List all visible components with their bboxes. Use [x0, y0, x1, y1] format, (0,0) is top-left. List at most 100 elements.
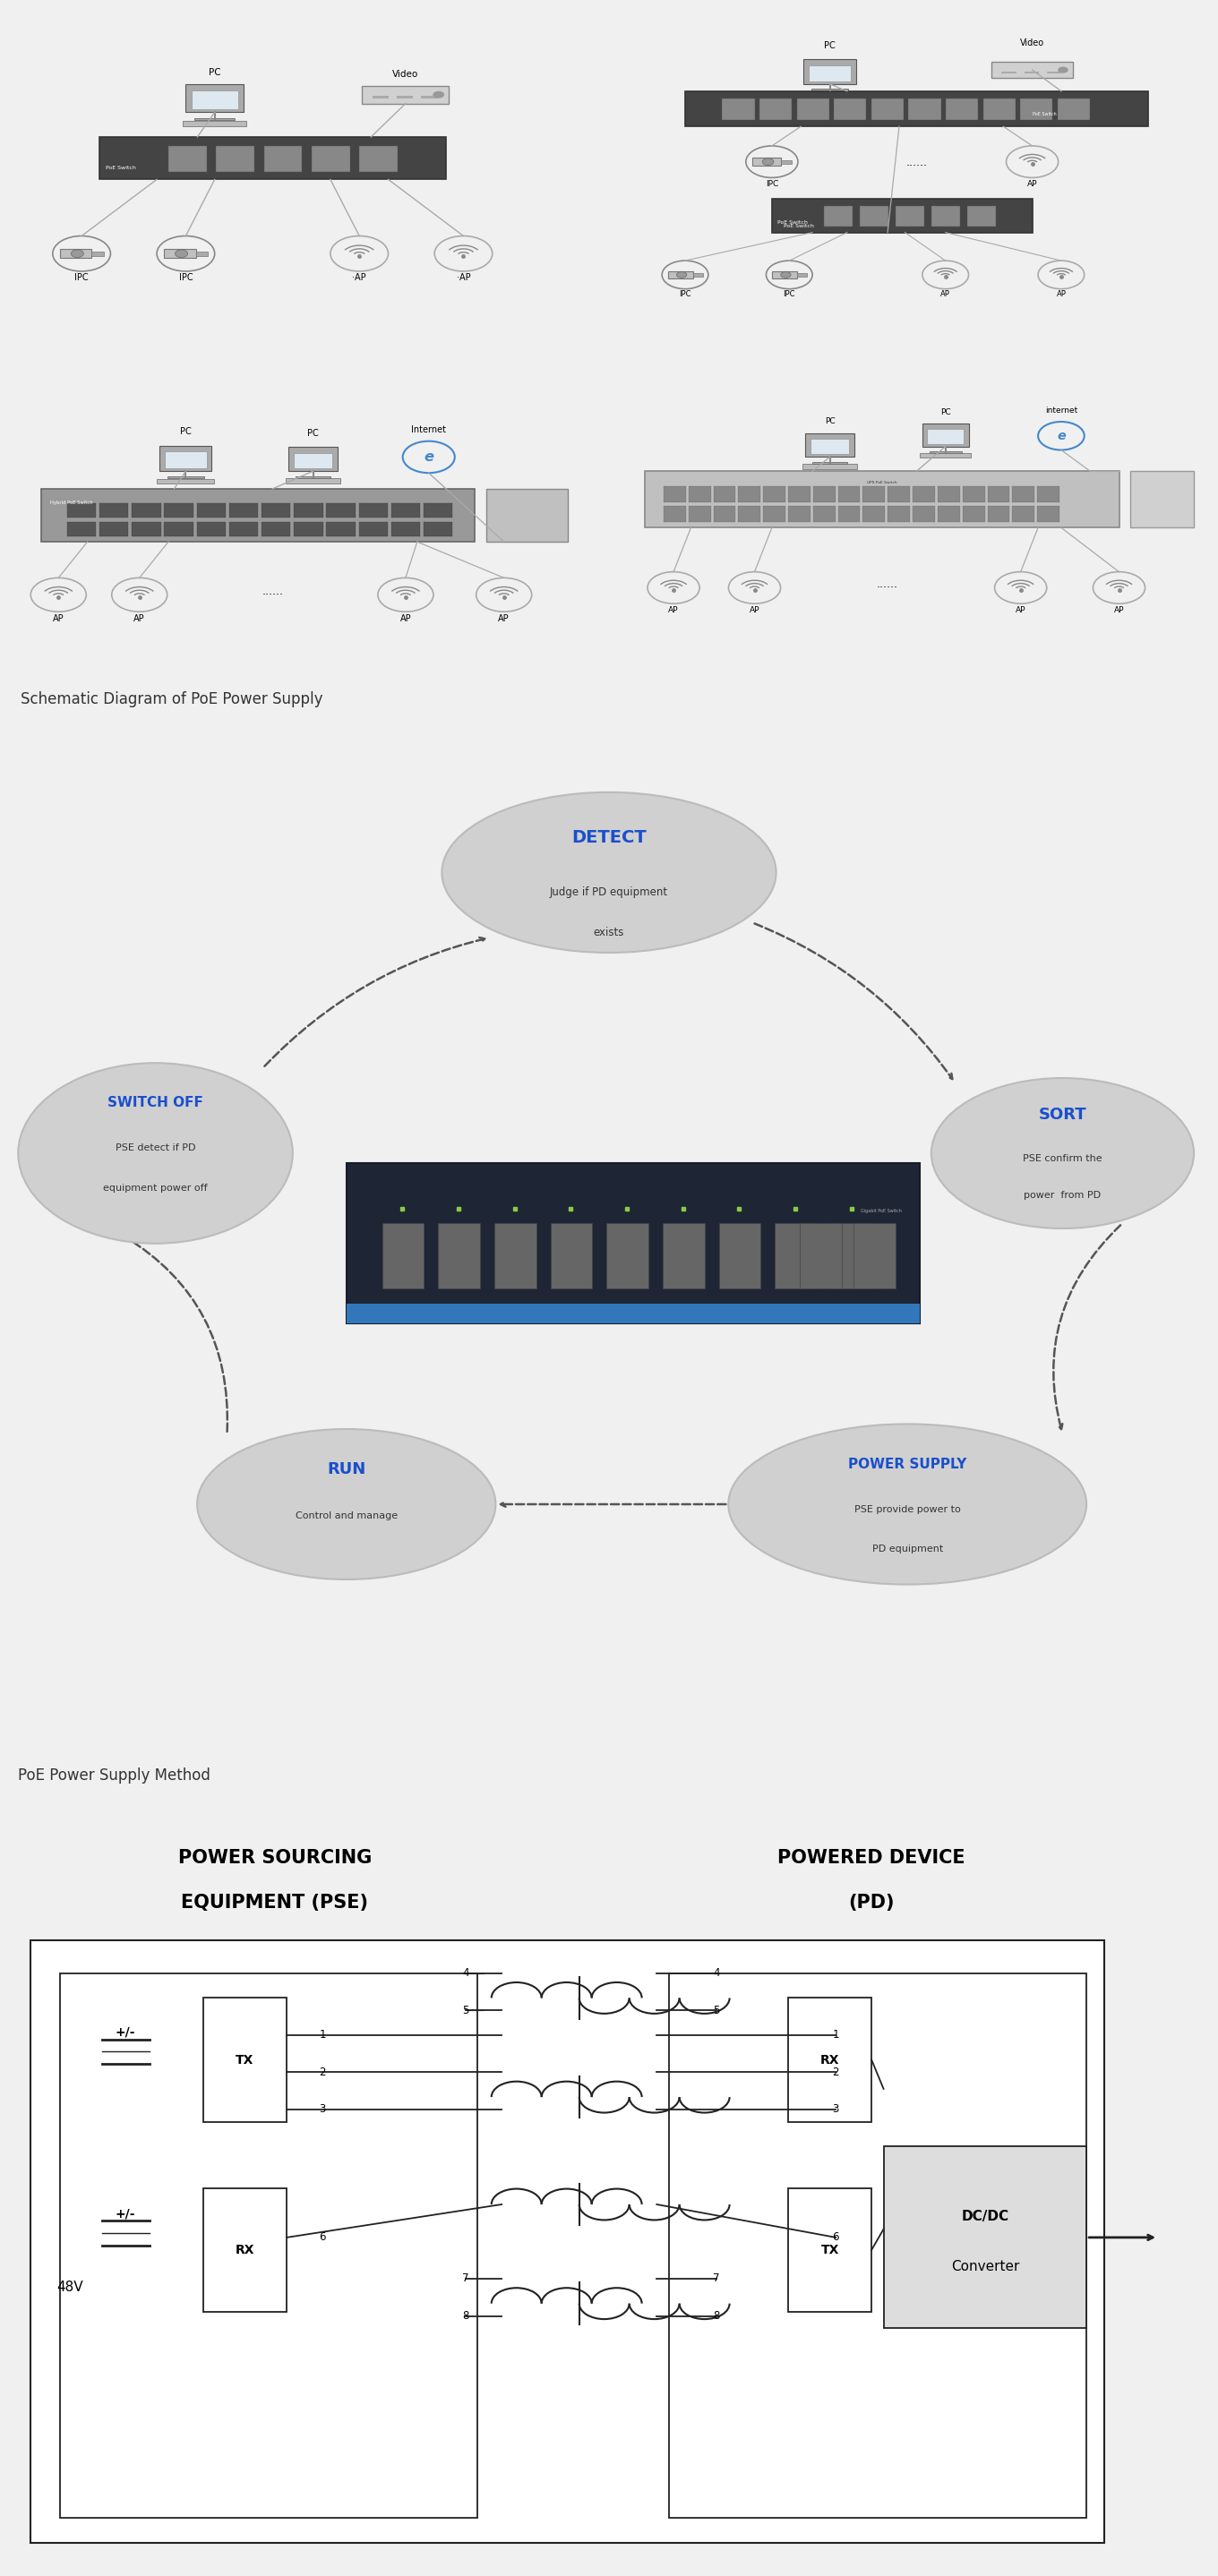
Bar — [831, 1224, 873, 1288]
Text: PoE Switch: PoE Switch — [777, 222, 808, 224]
Bar — [100, 523, 128, 536]
Text: RX: RX — [235, 2244, 255, 2257]
Text: AP: AP — [134, 613, 145, 623]
Bar — [801, 93, 859, 95]
Text: Converter: Converter — [951, 2259, 1019, 2272]
Text: 7: 7 — [713, 2272, 720, 2285]
Circle shape — [762, 157, 773, 165]
Text: 48V: 48V — [56, 2280, 83, 2293]
Bar — [551, 1224, 592, 1288]
Text: Gigabit PoE Switch: Gigabit PoE Switch — [860, 1208, 901, 1213]
Circle shape — [676, 270, 687, 278]
Text: e: e — [1057, 430, 1066, 443]
Bar — [664, 487, 686, 502]
Text: PoE Power Supply Method: PoE Power Supply Method — [18, 1767, 211, 1783]
Bar — [262, 502, 290, 518]
Bar — [932, 206, 960, 227]
Text: IPC: IPC — [74, 273, 89, 281]
Bar — [814, 487, 836, 502]
Circle shape — [175, 250, 188, 258]
Bar — [862, 507, 885, 523]
Bar — [294, 502, 323, 518]
Bar — [927, 428, 963, 443]
Bar — [60, 250, 91, 258]
Bar — [203, 1999, 286, 2123]
Text: PC: PC — [940, 410, 951, 417]
Bar — [132, 502, 161, 518]
Text: ......: ...... — [262, 585, 284, 598]
Text: Hybrid PoE Switch: Hybrid PoE Switch — [50, 500, 93, 505]
Bar — [738, 487, 760, 502]
Bar — [326, 502, 356, 518]
Text: TX: TX — [821, 2244, 839, 2257]
Text: IPC: IPC — [783, 289, 795, 299]
Ellipse shape — [18, 1064, 292, 1244]
Text: PoE Switch: PoE Switch — [106, 165, 136, 170]
Text: 7: 7 — [463, 2272, 469, 2285]
Bar — [487, 489, 568, 541]
Bar — [772, 270, 798, 278]
Bar — [346, 1303, 920, 1324]
Bar — [1012, 507, 1034, 523]
Text: POWER SOURCING: POWER SOURCING — [178, 1850, 371, 1868]
Bar — [909, 98, 940, 121]
Bar — [60, 1973, 477, 2519]
Text: PC: PC — [825, 417, 836, 425]
Text: ......: ...... — [906, 157, 927, 167]
Bar — [753, 157, 781, 165]
Text: EQUIPMENT (PSE): EQUIPMENT (PSE) — [181, 1893, 368, 1911]
Text: PC: PC — [208, 67, 220, 77]
Bar — [229, 523, 258, 536]
Bar — [495, 1224, 536, 1288]
Text: power  from PD: power from PD — [1024, 1190, 1101, 1200]
Ellipse shape — [442, 793, 776, 953]
Bar — [164, 451, 207, 469]
Bar — [1130, 471, 1194, 528]
Text: ·AP: ·AP — [457, 273, 470, 281]
Bar — [362, 85, 449, 103]
Bar — [714, 507, 736, 523]
Bar — [962, 487, 984, 502]
Bar — [788, 507, 810, 523]
Text: 5: 5 — [463, 2004, 469, 2017]
Bar — [988, 487, 1010, 502]
Bar — [888, 487, 910, 502]
Bar — [945, 98, 978, 121]
Bar — [312, 147, 350, 173]
Text: DC/DC: DC/DC — [961, 2210, 1009, 2223]
Bar — [30, 1940, 1105, 2543]
Bar — [722, 98, 755, 121]
Text: IPC: IPC — [680, 289, 691, 299]
Bar — [920, 453, 971, 459]
Bar — [164, 502, 194, 518]
Bar — [862, 487, 885, 502]
Text: AP: AP — [749, 605, 760, 613]
Text: Internet: Internet — [412, 425, 446, 435]
Bar — [1038, 487, 1060, 502]
Bar — [644, 471, 1119, 528]
Bar — [912, 487, 935, 502]
Text: equipment power off: equipment power off — [104, 1185, 207, 1193]
Text: 3: 3 — [319, 2105, 326, 2115]
Bar — [183, 121, 246, 126]
Bar — [775, 1224, 817, 1288]
Bar — [781, 160, 792, 165]
Bar — [667, 270, 693, 278]
Bar — [203, 2187, 286, 2311]
Bar — [359, 502, 387, 518]
Bar — [809, 64, 850, 80]
Text: 6: 6 — [832, 2231, 839, 2244]
Bar — [883, 2146, 1086, 2329]
Bar — [424, 523, 452, 536]
Bar — [804, 59, 856, 85]
Bar — [912, 507, 935, 523]
Bar — [164, 523, 194, 536]
Bar — [967, 206, 996, 227]
Text: ......: ...... — [877, 580, 899, 590]
Bar — [983, 98, 1016, 121]
Text: SWITCH OFF: SWITCH OFF — [107, 1097, 203, 1110]
Bar — [838, 487, 860, 502]
Circle shape — [1057, 67, 1068, 72]
Bar — [788, 2187, 872, 2311]
Text: Judge if PD equipment: Judge if PD equipment — [549, 886, 669, 899]
